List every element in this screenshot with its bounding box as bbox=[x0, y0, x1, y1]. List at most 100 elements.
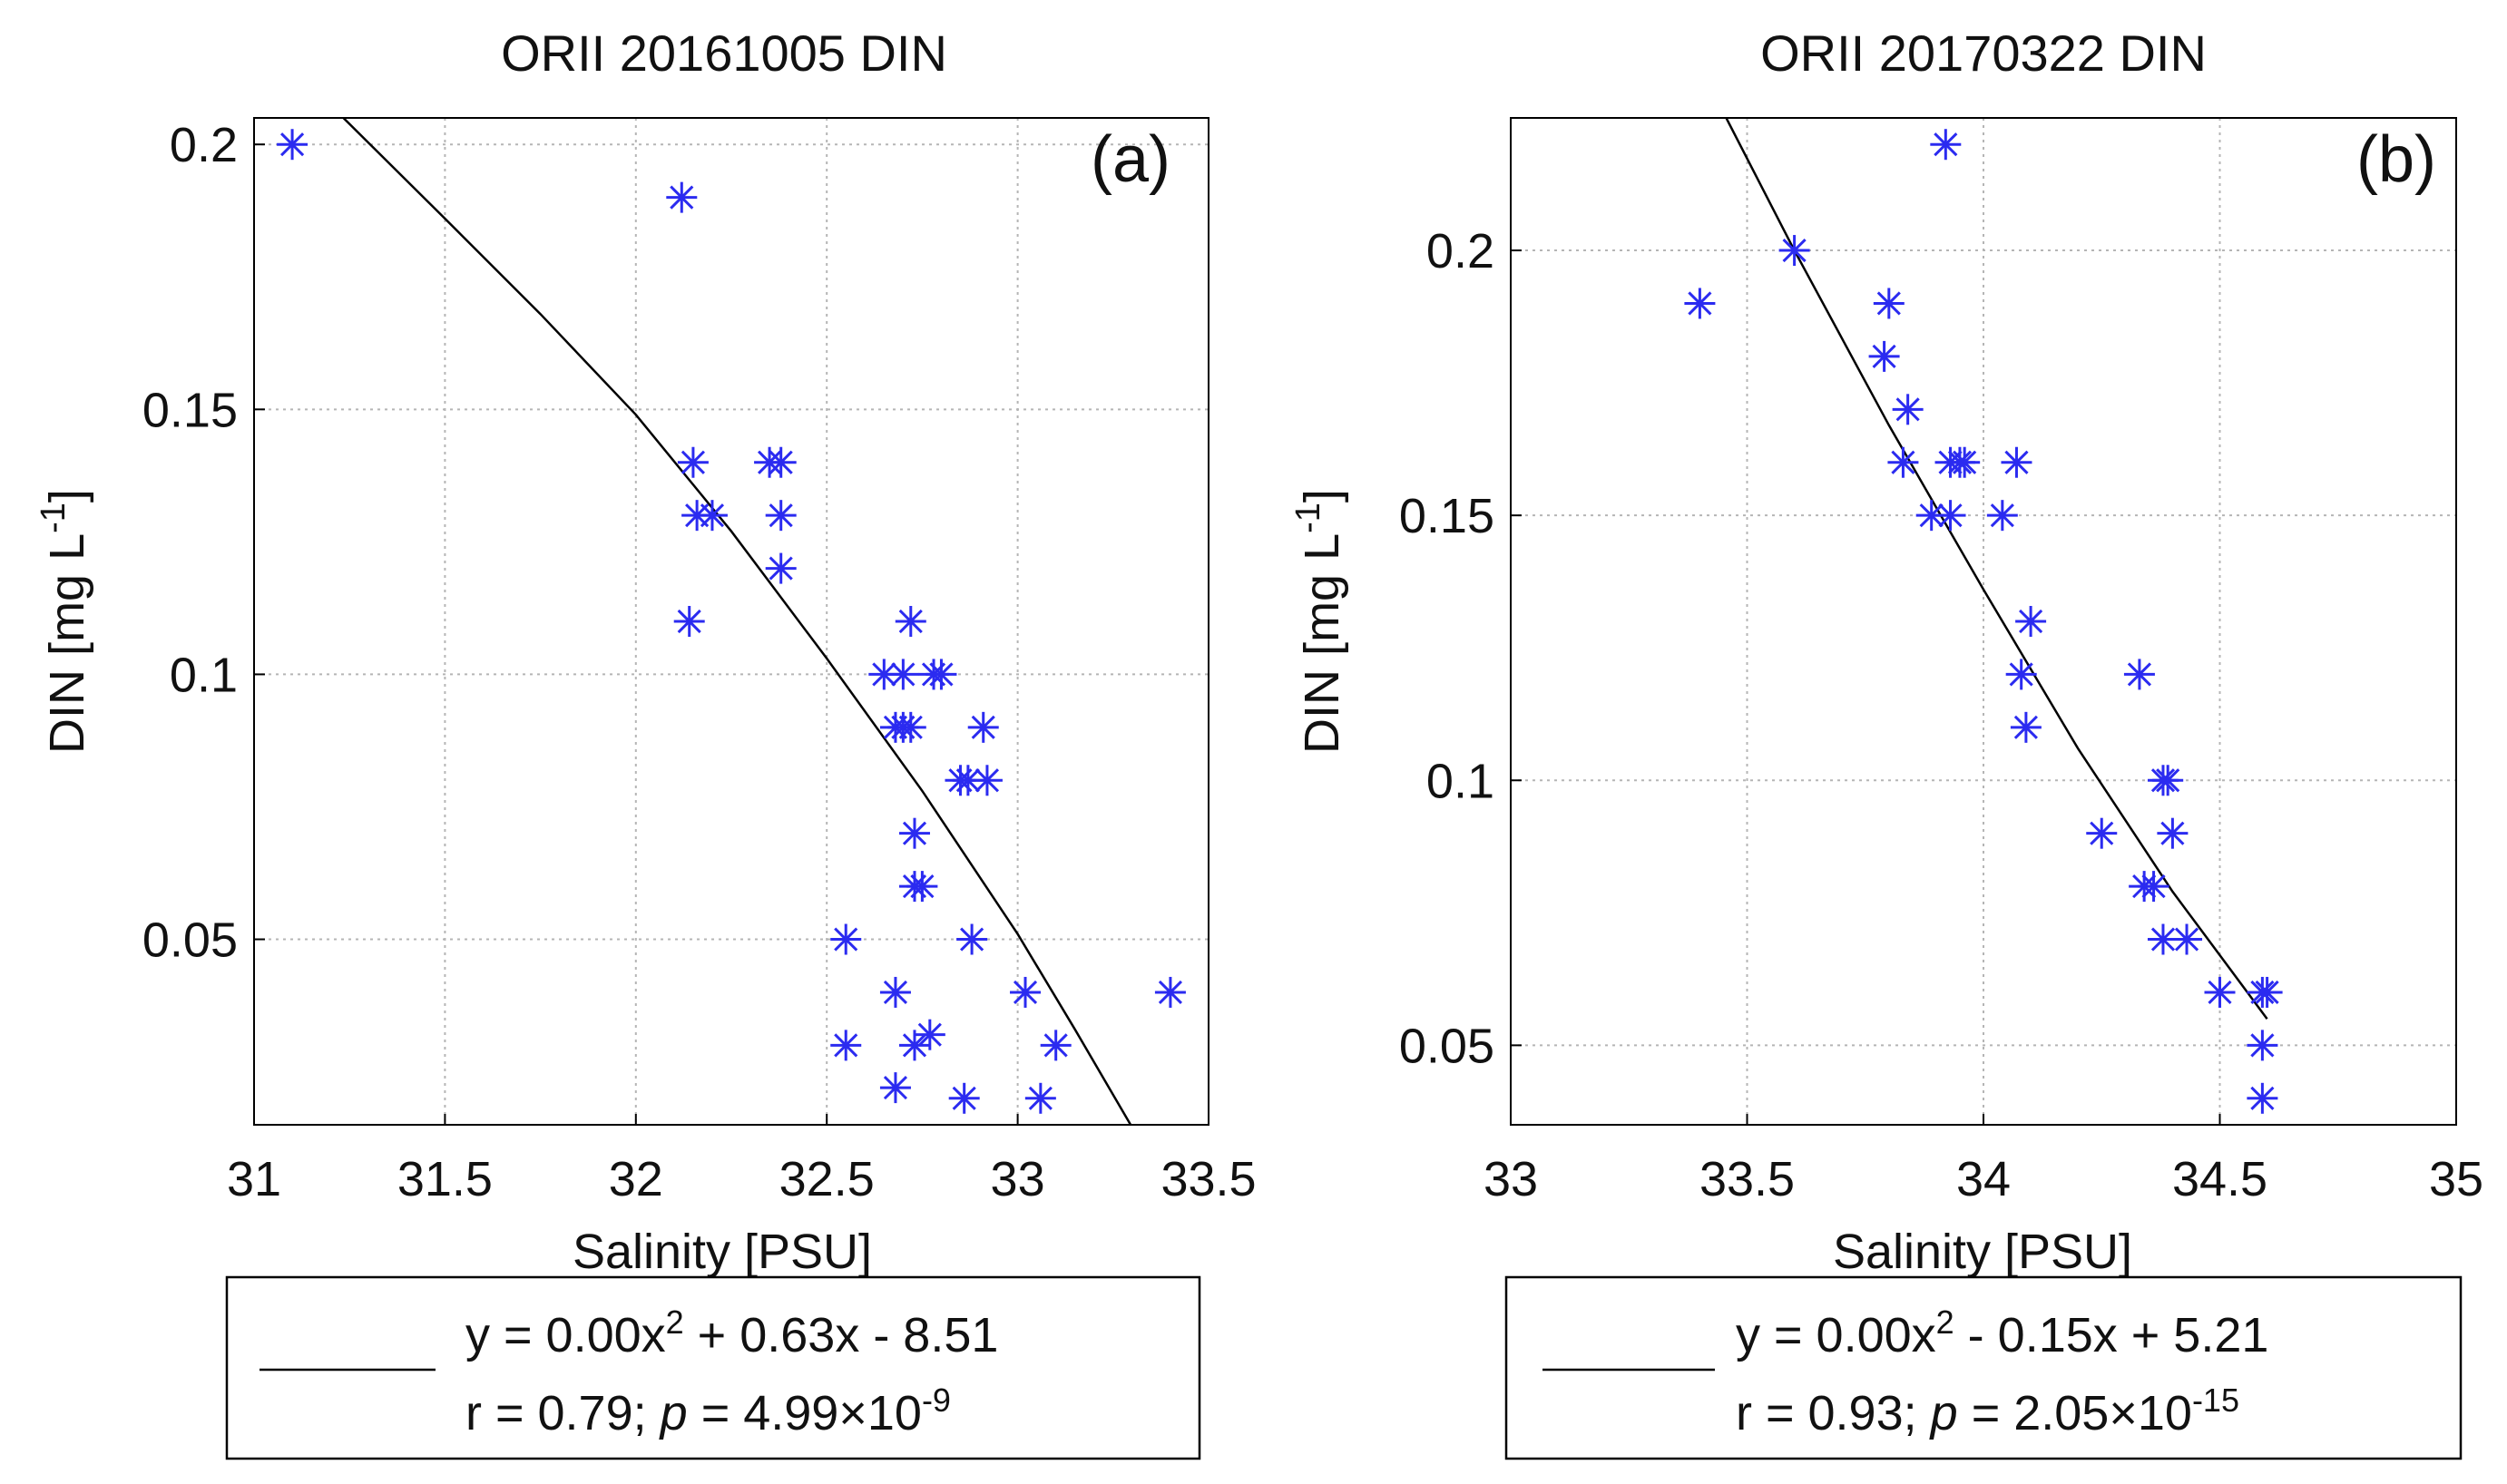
x-tick-label: 33.5 bbox=[1160, 1152, 1256, 1206]
panel-a-legend-equation: y = 0.00x2 + 0.63x - 8.51 bbox=[465, 1303, 998, 1363]
panel-b-grid bbox=[1511, 118, 2456, 1125]
data-point bbox=[2015, 606, 2047, 637]
panel-a-legend: y = 0.00x2 + 0.63x - 8.51 r = 0.79; p = … bbox=[225, 1275, 1201, 1460]
data-point bbox=[2204, 976, 2236, 1008]
panel-b-x-axis-label: Salinity [PSU] bbox=[1833, 1225, 2132, 1279]
panel-a-axes-box bbox=[253, 117, 1209, 1126]
panel-a-legend-box bbox=[225, 1275, 1201, 1460]
data-point bbox=[1986, 500, 2018, 532]
data-point bbox=[1887, 446, 1919, 478]
panel-b-legend: y = 0.00x2 - 0.15x + 5.21 r = 0.93; p = … bbox=[1504, 1275, 2463, 1460]
panel-a-legend-stats: r = 0.79; p = 4.99×10-9 bbox=[465, 1381, 951, 1441]
data-point bbox=[906, 871, 938, 903]
panel-a-x-axis-label: Salinity [PSU] bbox=[573, 1225, 872, 1279]
data-point bbox=[879, 976, 911, 1008]
y-tick-label: 0.05 bbox=[142, 913, 238, 968]
data-point bbox=[1010, 976, 1042, 1008]
data-point bbox=[879, 1072, 911, 1104]
data-point bbox=[765, 446, 797, 478]
data-point bbox=[2247, 1030, 2278, 1061]
panel-a: ORII 20161005 DIN 31 31.5 32 32.5 33 33.5 0.0… bbox=[34, 24, 1257, 1460]
panel-b-legend-stats: r = 0.93; p = 2.05×10-15 bbox=[1736, 1381, 2239, 1441]
data-point bbox=[2251, 976, 2283, 1008]
data-point bbox=[666, 181, 698, 213]
panel-a-x-ticks: 31 31.5 32 32.5 33 33.5 bbox=[227, 1114, 1257, 1206]
y-tick-label: 0.05 bbox=[1399, 1019, 1494, 1073]
data-point bbox=[914, 1019, 945, 1050]
panel-a-y-ticks: 0.05 0.1 0.15 0.2 bbox=[142, 118, 265, 968]
data-point bbox=[2171, 923, 2203, 955]
data-point bbox=[677, 446, 709, 478]
data-point bbox=[1040, 1030, 1072, 1061]
x-tick-label: 33 bbox=[1484, 1152, 1538, 1206]
panel-b-y-label-close: ] bbox=[1295, 489, 1349, 503]
panel-b-points bbox=[1684, 129, 2283, 1114]
panel-b-x-ticks: 33 33.5 34 34.5 35 bbox=[1484, 1114, 2483, 1206]
data-point bbox=[1024, 1082, 1056, 1114]
panel-b-y-label-main: DIN [mg L bbox=[1295, 533, 1349, 754]
y-tick-label: 0.1 bbox=[1426, 754, 1494, 808]
data-point bbox=[1778, 235, 1810, 267]
y-tick-label: 0.2 bbox=[170, 118, 238, 172]
fit-curve bbox=[1725, 118, 2268, 1020]
data-point bbox=[1930, 129, 1962, 161]
data-point bbox=[2123, 659, 2155, 690]
x-tick-label: 34.5 bbox=[2172, 1152, 2267, 1206]
panel-a-fit-line bbox=[341, 118, 1132, 1125]
data-point bbox=[765, 552, 797, 584]
panel-a-y-label-close: ] bbox=[40, 489, 94, 503]
x-tick-label: 31.5 bbox=[397, 1152, 493, 1206]
data-point bbox=[2247, 1082, 2278, 1114]
panel-b: ORII 20170322 DIN 33 33.5 34 34.5 35 0.05 0.1… bbox=[1289, 24, 2483, 1460]
panel-b-legend-box bbox=[1504, 1275, 2463, 1460]
x-tick-label: 32 bbox=[609, 1152, 663, 1206]
panel-a-y-axis-label: DIN [mg L-1] bbox=[34, 489, 94, 754]
data-point bbox=[2086, 817, 2118, 849]
data-point bbox=[887, 659, 919, 690]
y-tick-label: 0.15 bbox=[1399, 489, 1494, 543]
panel-a-grid bbox=[254, 118, 1209, 1125]
panel-a-points bbox=[277, 129, 1186, 1114]
data-point bbox=[830, 1030, 862, 1061]
data-point bbox=[952, 765, 984, 796]
data-point bbox=[1934, 500, 1966, 532]
data-point bbox=[948, 1082, 980, 1114]
x-tick-label: 35 bbox=[2429, 1152, 2483, 1206]
panel-b-y-ticks: 0.05 0.1 0.15 0.2 bbox=[1399, 224, 1522, 1073]
data-point bbox=[830, 923, 862, 955]
data-point bbox=[2138, 871, 2169, 903]
data-point bbox=[1873, 288, 1905, 319]
x-tick-label: 33 bbox=[991, 1152, 1045, 1206]
y-tick-label: 0.1 bbox=[170, 648, 238, 702]
panel-a-title: ORII 20161005 DIN bbox=[501, 24, 947, 82]
data-point bbox=[971, 765, 1003, 796]
data-point bbox=[673, 606, 705, 637]
data-point bbox=[895, 606, 926, 637]
data-point bbox=[1892, 394, 1924, 425]
data-point bbox=[696, 500, 728, 532]
panel-a-label: (a) bbox=[1091, 123, 1170, 196]
data-point bbox=[898, 817, 930, 849]
data-point bbox=[1949, 446, 1981, 478]
panel-b-y-label-sup: -1 bbox=[1289, 503, 1327, 533]
y-tick-label: 0.2 bbox=[1426, 224, 1494, 278]
data-point bbox=[765, 500, 797, 532]
panel-b-legend-equation: y = 0.00x2 - 0.15x + 5.21 bbox=[1736, 1303, 2268, 1363]
data-point bbox=[956, 923, 988, 955]
data-point bbox=[967, 711, 999, 743]
panel-b-label: (b) bbox=[2356, 123, 2436, 196]
panel-b-fit-line bbox=[1725, 118, 2268, 1020]
x-tick-label: 31 bbox=[227, 1152, 281, 1206]
x-tick-label: 32.5 bbox=[779, 1152, 875, 1206]
data-point bbox=[2152, 765, 2184, 796]
data-point bbox=[925, 659, 957, 690]
panel-b-y-axis-label: DIN [mg L-1] bbox=[1289, 489, 1349, 754]
data-point bbox=[895, 711, 926, 743]
panel-a-y-label-sup: -1 bbox=[34, 503, 73, 533]
panel-b-title: ORII 20170322 DIN bbox=[1760, 24, 2207, 82]
data-point bbox=[277, 129, 308, 161]
x-tick-label: 34 bbox=[1956, 1152, 2011, 1206]
data-point bbox=[2005, 659, 2037, 690]
data-point bbox=[2010, 711, 2042, 743]
